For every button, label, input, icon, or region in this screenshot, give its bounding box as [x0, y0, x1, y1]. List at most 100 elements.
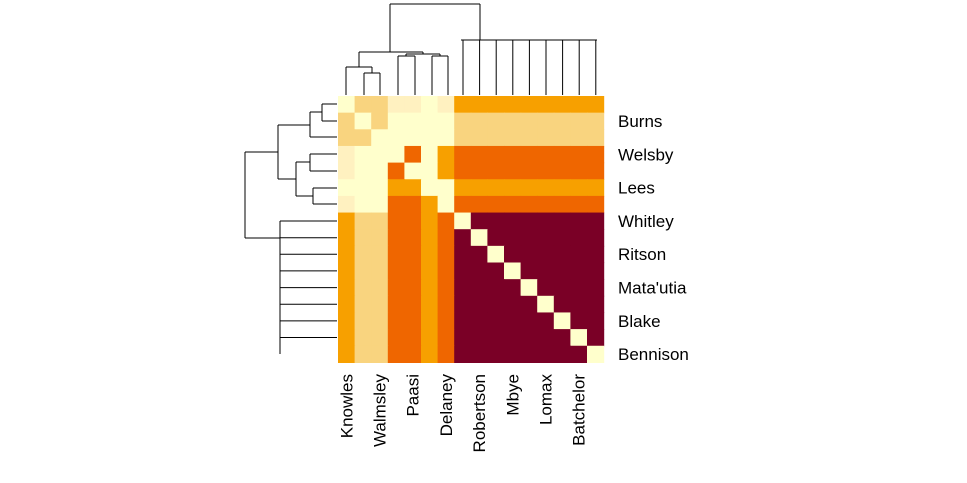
heatmap-cell: [421, 345, 439, 363]
heatmap-cell: [338, 329, 356, 347]
heatmap-cell: [454, 262, 472, 280]
heatmap-cell: [570, 279, 588, 297]
heatmap-cell: [354, 245, 372, 264]
column-label: Walmsley: [371, 374, 390, 448]
heatmap-cell: [338, 145, 356, 164]
heatmap-cell: [387, 262, 405, 280]
heatmap-cell: [537, 129, 555, 147]
heatmap-cell: [454, 162, 472, 180]
heatmap-cell: [387, 112, 405, 130]
heatmap-cell: [537, 295, 555, 314]
heatmap-cell: [371, 245, 389, 264]
heatmap-cell: [587, 162, 605, 180]
heatmap-cell: [504, 112, 522, 130]
heatmap-cell: [421, 96, 439, 114]
heatmap-cell: [338, 96, 356, 114]
heatmap-cell: [404, 112, 422, 130]
heatmap-cell: [338, 195, 356, 214]
heatmap-cell: [504, 312, 522, 330]
heatmap-cell: [421, 129, 439, 147]
heatmap-cell: [520, 262, 538, 280]
heatmap-cell: [537, 212, 555, 230]
heatmap-cell: [587, 129, 605, 147]
heatmap-cell: [371, 295, 389, 314]
row-labels: Burns Welsby Lees Whitley Ritson Mata'utia Bla…: [618, 112, 689, 364]
heatmap-cell: [354, 162, 372, 180]
heatmap-cell: [404, 212, 422, 230]
heatmap-cell: [454, 279, 472, 297]
heatmap-cell: [404, 129, 422, 147]
heatmap-cell: [520, 229, 538, 247]
heatmap-cell: [404, 245, 422, 264]
heatmap-cell: [371, 179, 389, 197]
column-label: Mbye: [503, 374, 522, 416]
heatmap-cell: [437, 312, 455, 330]
heatmap-cell: [553, 345, 571, 363]
heatmap-cell: [553, 262, 571, 280]
heatmap-cell: [553, 129, 571, 147]
heatmap-cell: [470, 245, 488, 264]
heatmap-cell: [421, 329, 439, 347]
heatmap-cell: [421, 279, 439, 297]
heatmap-cell: [338, 312, 356, 330]
heatmap-cell: [553, 112, 571, 130]
heatmap-cell: [487, 229, 505, 247]
heatmap-cell: [587, 112, 605, 130]
row-label: Mata'utia: [618, 279, 687, 298]
heatmap-cell: [387, 195, 405, 214]
heatmap-cell: [570, 312, 588, 330]
heatmap-cell: [338, 229, 356, 247]
heatmap-cell: [470, 96, 488, 114]
heatmap-cell: [537, 162, 555, 180]
heatmap-cell: [338, 295, 356, 314]
heatmap-cell: [487, 162, 505, 180]
heatmap-cell: [387, 245, 405, 264]
heatmap-cell: [470, 129, 488, 147]
heatmap-cells: [338, 96, 605, 363]
heatmap-cell: [454, 345, 472, 363]
heatmap-cell: [371, 162, 389, 180]
heatmap-cell: [371, 279, 389, 297]
heatmap-cell: [371, 262, 389, 280]
column-label: Paasi: [404, 374, 423, 417]
heatmap-cell: [371, 96, 389, 114]
heatmap-cell: [421, 162, 439, 180]
heatmap-cell: [421, 195, 439, 214]
row-dendrogram: [244, 103, 337, 354]
heatmap-cell: [570, 145, 588, 164]
heatmap-cell: [387, 96, 405, 114]
heatmap-cell: [404, 162, 422, 180]
heatmap-cell: [437, 262, 455, 280]
heatmap-cell: [587, 262, 605, 280]
heatmap-cell: [553, 329, 571, 347]
heatmap-cell: [371, 112, 389, 130]
heatmap-cell: [421, 245, 439, 264]
heatmap-cell: [504, 96, 522, 114]
heatmap-cell: [504, 262, 522, 280]
heatmap-cell: [587, 229, 605, 247]
heatmap-cell: [437, 162, 455, 180]
heatmap-cell: [470, 345, 488, 363]
heatmap-cell: [387, 162, 405, 180]
heatmap-cell: [354, 329, 372, 347]
heatmap-cell: [553, 96, 571, 114]
heatmap-cell: [504, 212, 522, 230]
heatmap-cell: [553, 162, 571, 180]
heatmap-cell: [470, 112, 488, 130]
heatmap-cell: [587, 279, 605, 297]
heatmap-cell: [537, 245, 555, 264]
heatmap-cell: [338, 162, 356, 180]
heatmap-cell: [553, 295, 571, 314]
row-label: Bennison: [618, 345, 689, 364]
heatmap-cell: [437, 345, 455, 363]
heatmap-cell: [404, 179, 422, 197]
heatmap-cell: [437, 279, 455, 297]
heatmap-cell: [487, 179, 505, 197]
heatmap-cell: [404, 145, 422, 164]
heatmap-cell: [487, 345, 505, 363]
heatmap-cell: [437, 112, 455, 130]
heatmap-cell: [354, 129, 372, 147]
heatmap-cell: [487, 96, 505, 114]
heatmap-cell: [354, 96, 372, 114]
heatmap-cell: [437, 129, 455, 147]
